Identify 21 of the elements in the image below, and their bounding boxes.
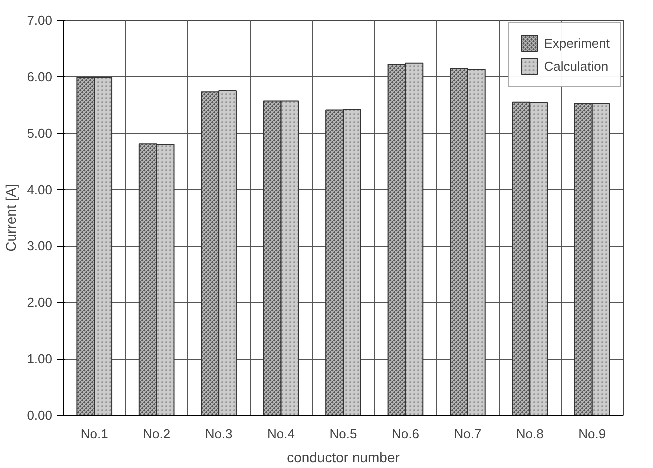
y-axis-title: Current [A] <box>3 184 20 252</box>
legend-label: Experiment <box>544 36 610 50</box>
x-tick-label: No.3 <box>205 426 233 442</box>
x-tick-label: No.9 <box>578 426 606 442</box>
x-tick-label: No.6 <box>392 426 420 442</box>
x-tick-label: No.5 <box>330 426 358 442</box>
y-tick-label: 0.00 <box>27 408 53 423</box>
y-tick-label: 7.00 <box>27 13 53 28</box>
y-tick-label: 5.00 <box>27 126 53 141</box>
x-tick-label: No.7 <box>454 426 482 442</box>
y-tick-label: 1.00 <box>27 352 53 367</box>
x-tick-label: No.4 <box>268 426 296 442</box>
legend-label: Calculation <box>544 58 609 74</box>
y-tick-label: 3.00 <box>27 238 53 254</box>
x-tick-label: No.8 <box>516 426 544 442</box>
x-axis-title: conductor number <box>287 450 400 466</box>
y-tick-label: 2.00 <box>27 295 53 310</box>
y-tick-label: 4.00 <box>27 182 53 198</box>
x-tick-label: No.2 <box>143 426 171 442</box>
x-tick-label: No.1 <box>80 426 108 442</box>
y-tick-label: 6.00 <box>27 69 53 84</box>
